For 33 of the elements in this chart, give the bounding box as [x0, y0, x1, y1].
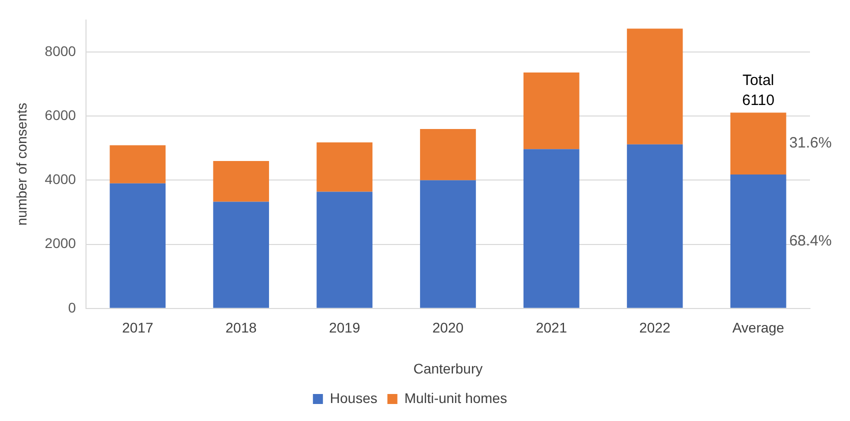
- bar: [316, 192, 372, 308]
- bar: [420, 180, 476, 308]
- y-tick-label: 6000: [44, 106, 76, 123]
- bar: [110, 183, 166, 308]
- x-tick-label: 2020: [432, 320, 464, 336]
- bar: [626, 144, 683, 308]
- bar: [213, 160, 270, 202]
- y-tick-label: 0: [68, 299, 76, 316]
- x-tick-label: 2022: [639, 320, 671, 336]
- annotation: 68.4%: [789, 232, 832, 250]
- x-tick-label: 2018: [226, 320, 257, 336]
- bar: [730, 112, 786, 174]
- x-axis-title: Canterbury: [413, 360, 483, 376]
- x-tick-label: 2021: [536, 320, 568, 336]
- y-tick-label: 2000: [44, 235, 76, 252]
- x-tick-label: 2019: [328, 320, 360, 336]
- bar: [523, 72, 580, 150]
- bar: [730, 174, 786, 308]
- bar: [316, 142, 372, 192]
- y-tick-label: 4000: [44, 171, 76, 188]
- x-tick-label: 2017: [122, 320, 154, 336]
- bar: [420, 128, 476, 180]
- bar: [626, 28, 683, 144]
- legend-label: Houses: [330, 390, 378, 406]
- bar: [523, 149, 580, 308]
- bar: [213, 202, 270, 308]
- annotation: 31.6%: [789, 134, 832, 152]
- annotation: Total 6110: [742, 72, 774, 110]
- bar: [110, 145, 166, 184]
- x-tick-label: Average: [732, 320, 784, 336]
- y-tick-label: 8000: [44, 42, 76, 59]
- y-axis-title: number of consents: [13, 102, 30, 226]
- legend-label: Multi-unit homes: [404, 390, 508, 406]
